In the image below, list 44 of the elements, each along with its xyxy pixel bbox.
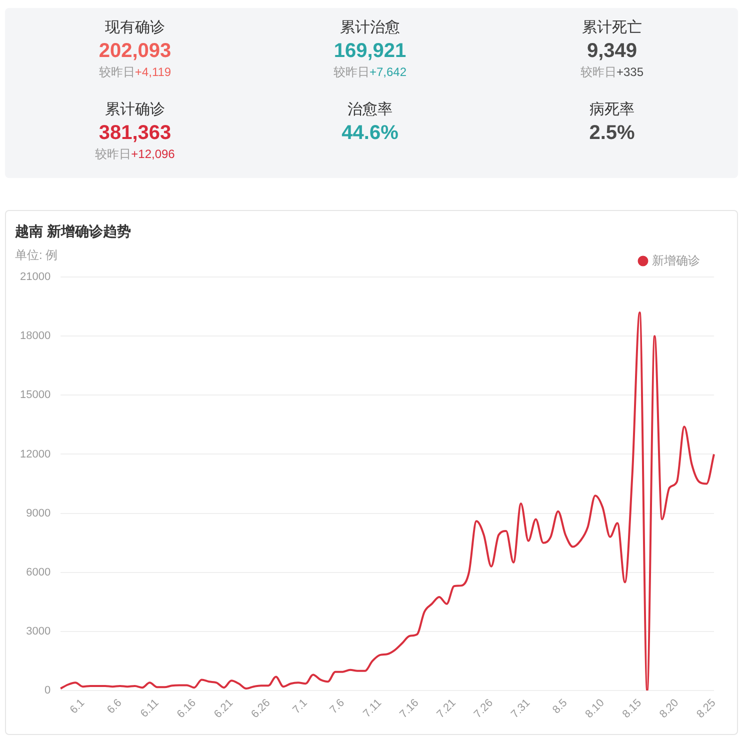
y-tick-label: 15000 bbox=[20, 389, 51, 402]
y-tick-label: 9000 bbox=[26, 507, 51, 520]
x-tick-label: 7.11 bbox=[361, 696, 384, 720]
category-label: 病死率 bbox=[588, 100, 636, 119]
category-label: 现有确诊 bbox=[104, 18, 166, 37]
x-tick-label: 8.10 bbox=[583, 696, 607, 721]
text: 较昨日+7,642 bbox=[332, 64, 408, 81]
text: 较昨日+4,119 bbox=[98, 64, 172, 81]
text: 44.6% bbox=[342, 122, 398, 144]
text: 202,093 bbox=[98, 40, 172, 62]
y-tick-label: 0 bbox=[44, 684, 51, 697]
x-tick-label: 7.1 bbox=[290, 696, 310, 716]
x-tick-label: 7.16 bbox=[398, 696, 422, 721]
x-tick-label: 6.11 bbox=[138, 696, 162, 720]
y-tick-label: 18000 bbox=[20, 330, 51, 342]
chart-title: 越南 新增确诊趋势 bbox=[15, 223, 131, 241]
text: 9,349 bbox=[586, 40, 638, 62]
y-tick-label: 12000 bbox=[20, 448, 51, 460]
chart-subtitle: 单位: 例 bbox=[15, 247, 58, 264]
category-label: 治愈率 bbox=[346, 100, 394, 119]
text: 169,921 bbox=[334, 40, 406, 62]
y-tick-label: 3000 bbox=[26, 625, 51, 638]
legend-label: 新增确诊 bbox=[652, 253, 700, 268]
text: 较昨日+335 bbox=[579, 64, 645, 81]
text: 2.5% bbox=[589, 122, 635, 144]
text: 381,363 bbox=[98, 122, 172, 144]
x-tick-label: 6.6 bbox=[104, 696, 124, 716]
category-label: 累计确诊 bbox=[104, 100, 166, 119]
x-tick-label: 6.21 bbox=[212, 696, 236, 721]
x-tick-label: 6.26 bbox=[249, 696, 273, 721]
x-tick-label: 7.21 bbox=[434, 696, 458, 721]
x-tick-label: 7.26 bbox=[472, 696, 496, 721]
category-label: 累计死亡 bbox=[581, 18, 643, 37]
x-tick-label: 7.31 bbox=[509, 696, 533, 721]
y-tick-label: 21000 bbox=[20, 271, 51, 284]
x-tick-label: 8.5 bbox=[550, 696, 570, 716]
text: 较昨日+12,096 bbox=[94, 146, 176, 163]
x-tick-label: 8.20 bbox=[658, 696, 682, 721]
y-tick-label: 6000 bbox=[26, 566, 51, 578]
x-tick-label: 7.6 bbox=[328, 696, 348, 716]
line-series bbox=[60, 311, 715, 691]
x-tick-label: 6.16 bbox=[174, 696, 199, 721]
x-tick-label: 6.1 bbox=[68, 696, 88, 716]
category-label: 累计治愈 bbox=[339, 18, 401, 37]
